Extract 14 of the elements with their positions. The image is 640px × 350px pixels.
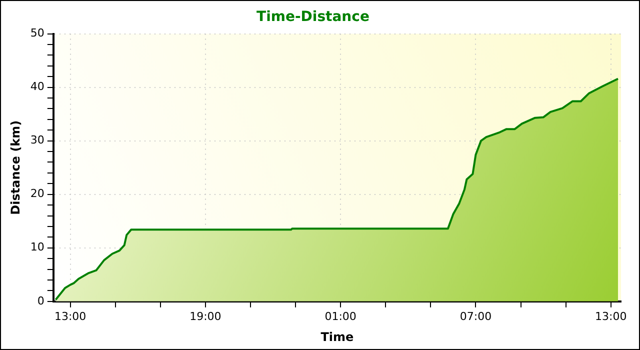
y-tick-label: 40	[30, 80, 44, 94]
x-axis-title: Time	[320, 330, 354, 344]
y-tick-label: 0	[37, 294, 44, 308]
chart-title: Time-Distance	[256, 9, 370, 26]
y-tick-label: 50	[30, 26, 44, 40]
y-axis-title: Distance (km)	[8, 120, 22, 215]
x-tick-label: 07:00	[460, 310, 492, 323]
x-tick-label: 13:00	[54, 310, 86, 323]
y-tick-label: 30	[30, 134, 44, 147]
x-tick-label: 01:00	[324, 310, 356, 323]
y-tick-label: 20	[30, 187, 44, 200]
x-tick-label: 19:00	[190, 310, 222, 323]
y-tick-label: 10	[30, 240, 44, 254]
x-tick-label: 13:00	[595, 310, 627, 323]
